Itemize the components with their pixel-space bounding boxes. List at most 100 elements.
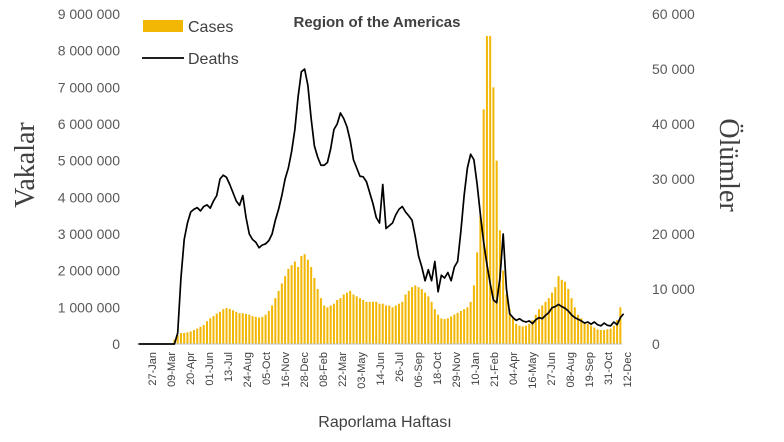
cases-bar xyxy=(518,325,521,344)
cases-bar xyxy=(398,303,401,344)
cases-bar xyxy=(459,311,462,344)
y-axis-label: Vakalar xyxy=(10,122,41,208)
cases-bar xyxy=(593,327,596,344)
cases-bar xyxy=(342,294,345,344)
cases-bar xyxy=(241,313,244,344)
x-tick-label: 27-Jun xyxy=(546,352,558,386)
cases-bar xyxy=(248,314,251,344)
cases-bar xyxy=(401,301,404,344)
cases-bar xyxy=(225,308,228,344)
cases-bar xyxy=(424,292,427,344)
cases-bar xyxy=(371,301,374,344)
cases-bar xyxy=(443,319,446,344)
cases-bar xyxy=(511,318,514,344)
x-tick-label: 24-Aug xyxy=(242,352,254,387)
x-tick-label: 21-Feb xyxy=(489,352,501,387)
cases-bar xyxy=(345,292,348,344)
cases-bar xyxy=(199,326,202,344)
cases-bar xyxy=(414,285,417,344)
cases-bar xyxy=(232,310,235,344)
y2-axis-label: Ölümler xyxy=(713,118,744,212)
cases-bar xyxy=(258,317,261,344)
cases-bar xyxy=(420,289,423,344)
cases-bar xyxy=(280,283,283,344)
y2-tick-label: 10 000 xyxy=(652,281,695,297)
x-tick-label: 09-Mar xyxy=(166,352,178,387)
cases-bar xyxy=(479,215,482,344)
x-tick-label: 01-Jun xyxy=(204,352,216,386)
cases-bar xyxy=(375,301,378,344)
deaths-line xyxy=(138,68,625,345)
cases-bar xyxy=(489,36,492,344)
cases-bar xyxy=(551,292,554,344)
x-tick-label: 22-Mar xyxy=(337,352,349,387)
cases-bar xyxy=(287,268,290,344)
cases-bar xyxy=(378,303,381,344)
cases-bar xyxy=(336,300,339,344)
cases-bar xyxy=(606,329,609,344)
y2-tick-label: 20 000 xyxy=(652,226,695,242)
y-tick-label: 8 000 000 xyxy=(58,43,120,59)
x-tick-label: 04-Apr xyxy=(508,352,520,385)
cases-bar xyxy=(218,311,222,344)
cases-bar xyxy=(261,316,264,344)
y-tick-label: 1 000 000 xyxy=(58,299,120,315)
cases-bar xyxy=(339,298,342,344)
cases-bar xyxy=(271,305,274,344)
cases-bar xyxy=(430,301,433,344)
cases-bar xyxy=(394,305,397,344)
cases-bar xyxy=(358,298,361,344)
cases-bar xyxy=(329,305,332,344)
cases-bar xyxy=(300,256,303,344)
cases-bar xyxy=(245,313,248,344)
cases-bar xyxy=(603,330,606,344)
cases-bar xyxy=(297,267,300,344)
cases-bars xyxy=(173,36,622,344)
cases-bar xyxy=(212,316,215,344)
cases-bar xyxy=(417,287,420,344)
cases-bar xyxy=(290,265,293,344)
cases-bar xyxy=(365,301,368,344)
cases-bar xyxy=(427,296,430,344)
x-tick-label: 16-Nov xyxy=(280,352,292,388)
cases-bar xyxy=(476,252,479,344)
x-tick-label: 14-Jun xyxy=(375,352,387,386)
legend-cases-swatch xyxy=(143,20,183,32)
cases-bar xyxy=(580,318,583,344)
cases-bar xyxy=(524,325,527,344)
cases-bar xyxy=(381,303,384,344)
y2-tick-label: 60 000 xyxy=(652,6,695,22)
y2-tick-label: 30 000 xyxy=(652,171,695,187)
cases-bar xyxy=(313,278,316,344)
y-axis-left-ticks: 0 1 000 000 2 000 000 3 000 000 4 000 000 5 0… xyxy=(58,6,121,352)
cases-bar xyxy=(537,309,541,344)
y-tick-label: 9 000 000 xyxy=(58,6,120,22)
cases-bar xyxy=(352,294,355,344)
x-tick-label: 31-Oct xyxy=(603,352,615,385)
x-tick-label: 20-Apr xyxy=(185,352,197,385)
y2-tick-label: 0 xyxy=(652,336,660,352)
y2-tick-label: 40 000 xyxy=(652,116,695,132)
x-tick-label: 27-Jan xyxy=(147,352,159,386)
cases-bar xyxy=(534,314,537,344)
cases-bar xyxy=(368,301,371,344)
cases-bar xyxy=(254,316,257,344)
cases-bar xyxy=(492,87,495,344)
cases-bar xyxy=(362,300,365,344)
y-tick-label: 5 000 000 xyxy=(58,153,120,169)
cases-bar xyxy=(573,307,576,344)
cases-bar xyxy=(583,322,586,344)
cases-bar xyxy=(609,328,612,344)
cases-bar xyxy=(544,301,547,344)
cases-bar xyxy=(192,330,195,344)
cases-bar xyxy=(508,309,511,344)
cases-bar xyxy=(391,307,394,344)
cases-bar xyxy=(437,314,440,344)
x-tick-label: 18-Oct xyxy=(432,352,444,385)
cases-bar xyxy=(205,321,208,344)
cases-bar xyxy=(404,294,407,344)
cases-bar xyxy=(267,311,270,344)
cases-bar xyxy=(528,323,531,344)
cases-bar xyxy=(349,290,352,344)
